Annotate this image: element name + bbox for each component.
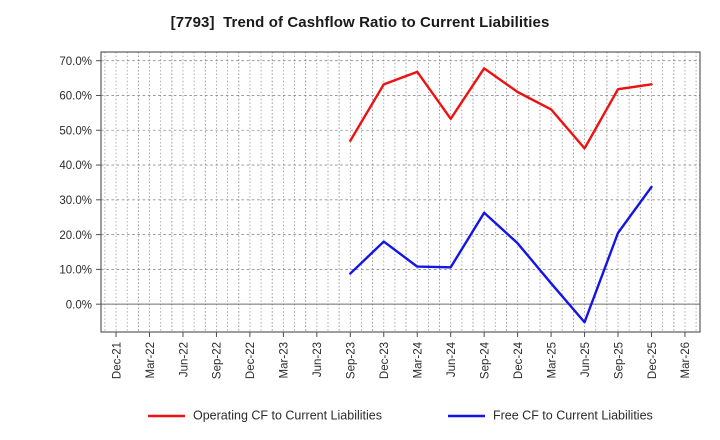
series-line-free-cf-to-current-liabilities (349, 185, 653, 324)
x-tick-label: Jun-23 (312, 342, 324, 377)
x-tick-label: Jun-22 (178, 342, 190, 377)
series-line-operating-cf-to-current-liabilities (349, 67, 653, 150)
x-tick-label: Dec-21 (111, 342, 123, 379)
x-axis: Dec-21 Mar-22 Jun-22 Sep-22 Dec-22 Mar-23 Jun-… (111, 332, 692, 379)
plot-background (101, 52, 700, 332)
data-series-group (349, 67, 653, 324)
chart-title: [7793] Trend of Cashflow Ratio to Curren… (170, 14, 550, 31)
x-tick-label: Jun-25 (580, 342, 592, 377)
y-axis: 70.0% 60.0% 50.0% 40.0% 30.0% 20.0% 10.0% 0.0% (59, 56, 101, 311)
horizontal-gridlines (101, 60, 700, 305)
y-tick-label: 30.0% (59, 195, 92, 207)
y-tick-label: 50.0% (59, 125, 92, 137)
y-tick-label: 10.0% (59, 265, 92, 277)
x-tick-label: Mar-24 (413, 341, 425, 378)
x-tick-label: Mar-26 (680, 342, 692, 378)
x-tick-label: Dec-24 (513, 341, 525, 379)
y-tick-label: 70.0% (59, 56, 92, 68)
legend-label-operating-cf: Operating CF to Current Liabilities (193, 408, 382, 422)
y-tick-label: 40.0% (59, 160, 92, 172)
x-tick-label: Sep-24 (479, 341, 491, 379)
y-tick-label: 60.0% (59, 91, 92, 103)
x-tick-label: Sep-25 (613, 342, 625, 379)
x-tick-label: Mar-25 (546, 342, 558, 378)
y-tick-label: 0.0% (66, 299, 92, 311)
x-tick-label: Mar-23 (279, 342, 291, 378)
legend-label-free-cf: Free CF to Current Liabilities (493, 408, 653, 422)
x-tick-label: Jun-24 (446, 341, 458, 377)
x-tick-label: Dec-25 (647, 342, 659, 379)
x-tick-label: Mar-22 (145, 342, 157, 378)
x-tick-label: Sep-23 (346, 342, 358, 379)
plot-frame (100, 51, 701, 333)
x-tick-label: Dec-23 (379, 342, 391, 379)
chart-legend: Operating CF to Current Liabilities Free … (148, 408, 653, 422)
y-tick-label: 20.0% (59, 230, 92, 242)
x-tick-label: Dec-22 (245, 342, 257, 379)
x-tick-label: Sep-22 (212, 342, 224, 379)
